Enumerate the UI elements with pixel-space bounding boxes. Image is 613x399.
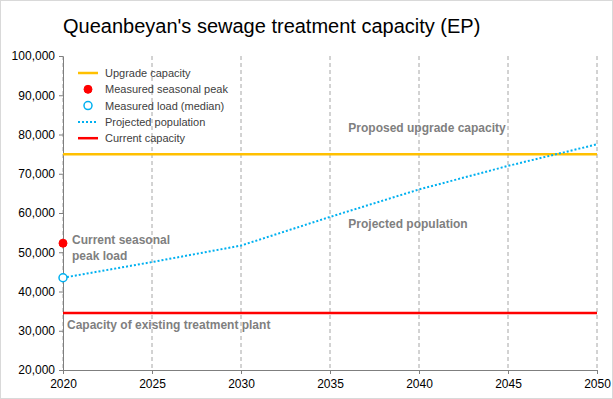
legend-label: Upgrade capacity [105,67,191,79]
tick: 70,000 [18,167,63,181]
legend-label: Measured load (median) [105,100,224,112]
tick-label: 2035 [317,377,344,391]
series-line [63,144,597,277]
legend-item: Measured load (median) [84,100,224,112]
legend: Upgrade capacity Measured seasonal peak Me… [78,67,228,144]
tick-mark [597,370,598,374]
tick-mark [59,370,63,371]
plot: 2020 2025 2030 2035 2040 2045 2050 20,000 30,000… [12,49,612,390]
legend-swatch [84,85,92,93]
tick-mark [330,370,331,374]
tick: 2030 [228,370,255,391]
tick-label: 20,000 [18,363,55,377]
tick-label: 2045 [495,377,522,391]
tick-mark [59,95,63,96]
annotation: Current seasonalpeak load [72,233,170,263]
tick-mark [419,370,420,374]
grid [63,56,597,370]
chart: Queanbeyan's sewage treatment capacity (… [0,0,613,399]
tick-label: 2020 [50,377,77,391]
tick-mark [59,213,63,214]
legend-label: Current capacity [105,132,186,144]
tick: 2040 [406,370,433,391]
tick: 30,000 [18,324,63,338]
series-line [63,312,597,315]
series-line [63,153,597,156]
annotations: Proposed upgrade capacity Projected popul… [67,121,506,332]
tick-label: 2040 [406,377,433,391]
tick: 80,000 [18,128,63,142]
tick-label: 40,000 [18,285,55,299]
tick-label: 60,000 [18,206,55,220]
annotation: Proposed upgrade capacity [348,121,506,135]
tick-mark [59,174,63,175]
tick-label: 50,000 [18,246,55,260]
tick-mark [241,370,242,374]
tick: 50,000 [18,246,63,260]
marks [59,144,597,313]
tick-label: 2050 [584,377,611,391]
annotation: Projected population [348,217,467,231]
background [1,1,613,399]
y-axis: 20,000 30,000 40,000 50,000 60,000 70,000 80,0… [12,49,64,377]
tick-label: 2025 [139,377,166,391]
tick-label: 30,000 [18,324,55,338]
legend-item: Projected population [78,116,205,128]
tick-mark [59,252,63,253]
tick-mark [59,56,63,57]
tick-mark [508,370,509,374]
tick-label: 80,000 [18,128,55,142]
legend-swatch [78,137,98,140]
point [59,274,67,282]
tick: 2045 [495,370,522,391]
legend-swatch [78,121,98,123]
grid-line [597,56,598,370]
tick-mark [59,292,63,293]
annotation: Capacity of existing treatment plant [67,318,270,332]
tick: 2035 [317,370,344,391]
tick-mark [152,370,153,374]
legend-item: Current capacity [78,132,186,144]
grid-line [330,56,331,370]
tick-label: 100,000 [12,49,56,63]
grid-line [419,56,420,370]
tick-label: 2030 [228,377,255,391]
tick-mark [63,370,64,374]
tick: 90,000 [18,89,63,103]
tick-mark [59,135,63,136]
axis-line [63,57,64,371]
title: Queanbeyan's sewage treatment capacity (… [63,15,480,37]
tick: 20,000 [18,363,63,377]
tick-label: 70,000 [18,167,55,181]
tick: 40,000 [18,285,63,299]
legend-swatch [78,72,98,75]
tick: 60,000 [18,206,63,220]
tick: 2025 [139,370,166,391]
grid-line [508,56,509,370]
legend-label: Measured seasonal peak [105,83,228,95]
x-axis: 2020 2025 2030 2035 2040 2045 2050 [50,370,611,391]
legend-item: Upgrade capacity [78,67,191,79]
tick-mark [59,331,63,332]
point [59,239,67,247]
legend-item: Measured seasonal peak [84,83,228,95]
tick: 100,000 [12,49,63,63]
legend-label: Projected population [105,116,205,128]
tick: 2050 [584,370,611,391]
tick-label: 90,000 [18,89,55,103]
legend-swatch [84,102,92,110]
